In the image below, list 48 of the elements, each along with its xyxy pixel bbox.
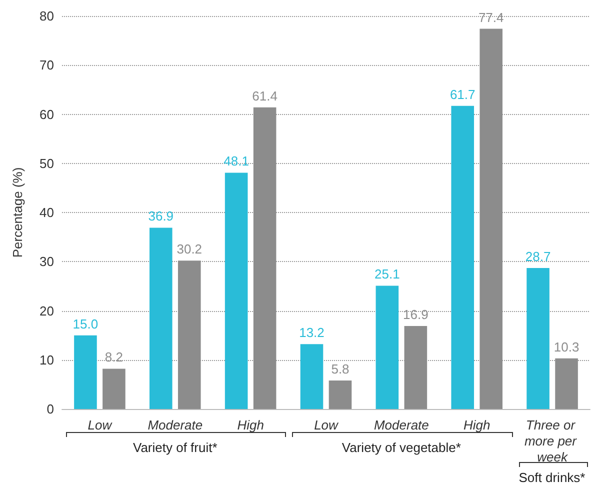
bar <box>253 107 276 409</box>
y-tick-label: 0 <box>46 402 54 416</box>
x-tick-label: Moderate <box>148 418 203 432</box>
x-tick-label: High <box>237 418 264 432</box>
x-tick-label: Low <box>314 418 340 432</box>
bar <box>74 335 97 409</box>
data-label: 13.2 <box>299 325 324 340</box>
data-label: 10.3 <box>554 339 580 354</box>
x-tick-label: Low <box>88 418 114 432</box>
data-label: 15.0 <box>72 316 98 332</box>
bar <box>480 28 503 409</box>
y-tick-label: 50 <box>40 156 54 171</box>
y-axis-title: Percentage (%) <box>10 167 25 258</box>
y-tick-label: 30 <box>40 254 54 270</box>
bar <box>224 172 248 409</box>
data-label: 36.9 <box>148 208 174 224</box>
y-tick-label: 80 <box>40 8 54 24</box>
bar <box>376 286 399 409</box>
data-label: 8.2 <box>104 350 123 365</box>
bar <box>451 106 474 409</box>
data-label: 25.1 <box>374 266 400 282</box>
x-tick-label: Moderate <box>374 418 429 432</box>
bar <box>149 228 172 409</box>
y-tick-label: 10 <box>40 352 54 368</box>
bar <box>526 268 550 409</box>
bar <box>555 358 578 409</box>
y-tick-label: 40 <box>40 205 54 220</box>
data-label: 48.1 <box>224 154 249 169</box>
data-label: 16.9 <box>403 306 428 322</box>
data-label: 28.7 <box>525 249 551 264</box>
bar <box>102 368 126 409</box>
data-label: 61.7 <box>450 86 476 102</box>
data-label: 5.8 <box>331 362 350 377</box>
x-tick-label: High <box>463 418 490 432</box>
y-tick-label: 60 <box>40 106 54 122</box>
text: Soft drinks* <box>518 470 586 485</box>
text: Variety of vegetable* <box>342 440 461 455</box>
y-tick-label: 70 <box>40 58 54 73</box>
bar <box>328 380 352 409</box>
bar <box>404 326 428 409</box>
bar <box>178 260 201 409</box>
text: Variety of fruit* <box>132 440 218 455</box>
data-label: 61.4 <box>252 88 278 104</box>
x-tick-label: Three or more per week <box>524 418 580 464</box>
data-label: 77.4 <box>478 10 504 25</box>
bar <box>300 344 324 409</box>
data-label: 30.2 <box>176 242 202 257</box>
y-tick-label: 20 <box>40 303 54 318</box>
